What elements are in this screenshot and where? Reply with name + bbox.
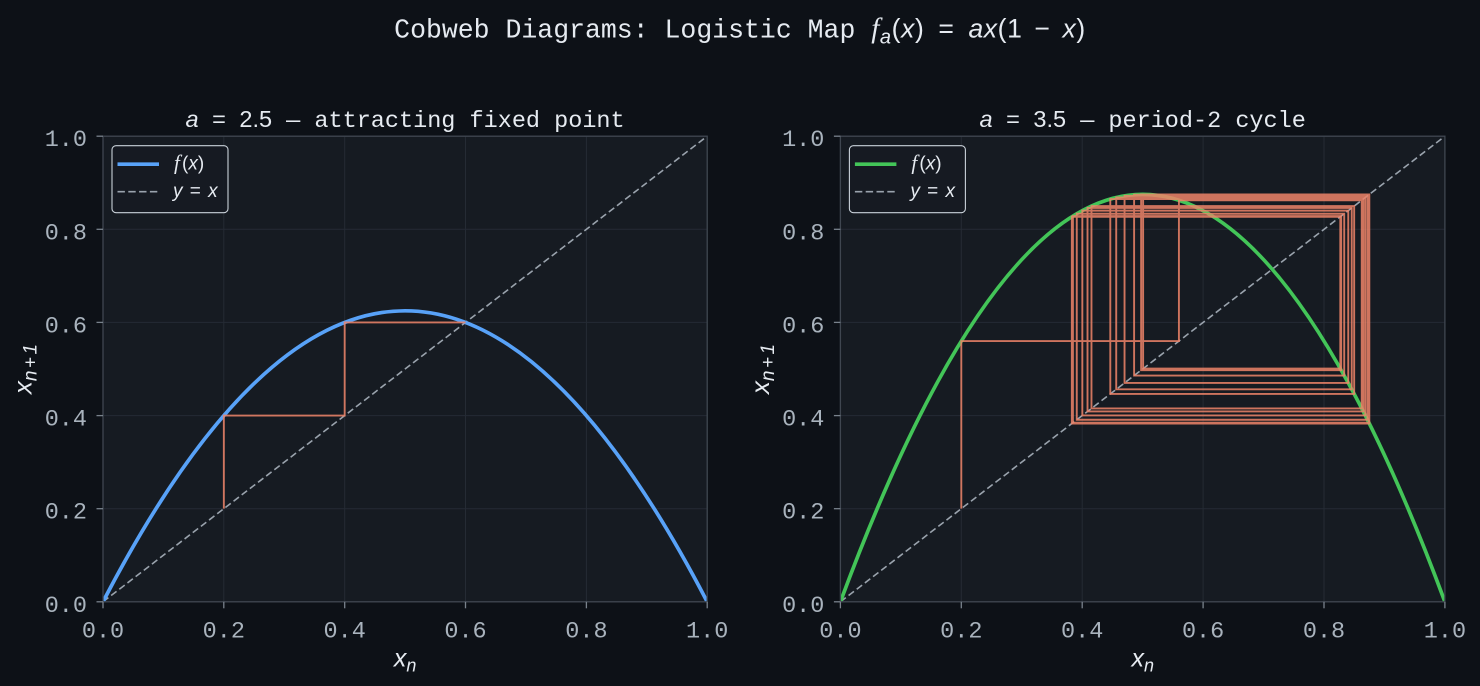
- svg-text:1.0: 1.0: [782, 127, 824, 154]
- svg-text:Cobweb Diagrams: Logistic Map: Cobweb Diagrams: Logistic Map fa(x) = ax(1…: [394, 13, 1086, 49]
- svg-text:0.4: 0.4: [324, 618, 366, 645]
- svg-text:0.0: 0.0: [82, 618, 124, 645]
- svg-text:0.8: 0.8: [782, 220, 824, 247]
- svg-text:1.0: 1.0: [45, 127, 87, 154]
- svg-text:y = x: y = x: [171, 181, 219, 202]
- svg-text:(x): (x): [182, 154, 204, 175]
- svg-text:(x): (x): [919, 154, 941, 175]
- svg-text:a = 3.5 — period-2 cycle: a = 3.5 — period-2 cycle: [980, 106, 1306, 135]
- svg-text:0.4: 0.4: [45, 407, 87, 434]
- svg-text:0.6: 0.6: [444, 618, 486, 645]
- svg-text:y = x: y = x: [908, 181, 956, 202]
- svg-text:0.0: 0.0: [782, 593, 824, 620]
- svg-text:0.0: 0.0: [45, 593, 87, 620]
- svg-text:a = 2.5 — attracting fixed poi: a = 2.5 — attracting fixed point: [186, 106, 625, 135]
- svg-text:0.8: 0.8: [1303, 618, 1345, 645]
- svg-text:0.0: 0.0: [819, 618, 861, 645]
- svg-text:1.0: 1.0: [686, 618, 728, 645]
- svg-text:0.2: 0.2: [782, 500, 824, 527]
- svg-text:0.2: 0.2: [45, 500, 87, 527]
- svg-text:f: f: [911, 151, 920, 175]
- svg-text:0.8: 0.8: [565, 618, 607, 645]
- svg-text:0.6: 0.6: [1182, 618, 1224, 645]
- svg-text:0.8: 0.8: [45, 220, 87, 247]
- svg-text:0.4: 0.4: [1061, 618, 1103, 645]
- svg-text:0.4: 0.4: [782, 407, 824, 434]
- svg-text:0.6: 0.6: [782, 313, 824, 340]
- svg-text:0.2: 0.2: [940, 618, 982, 645]
- svg-text:f: f: [174, 151, 183, 175]
- svg-text:1.0: 1.0: [1424, 618, 1466, 645]
- svg-text:0.6: 0.6: [45, 313, 87, 340]
- svg-text:0.2: 0.2: [203, 618, 245, 645]
